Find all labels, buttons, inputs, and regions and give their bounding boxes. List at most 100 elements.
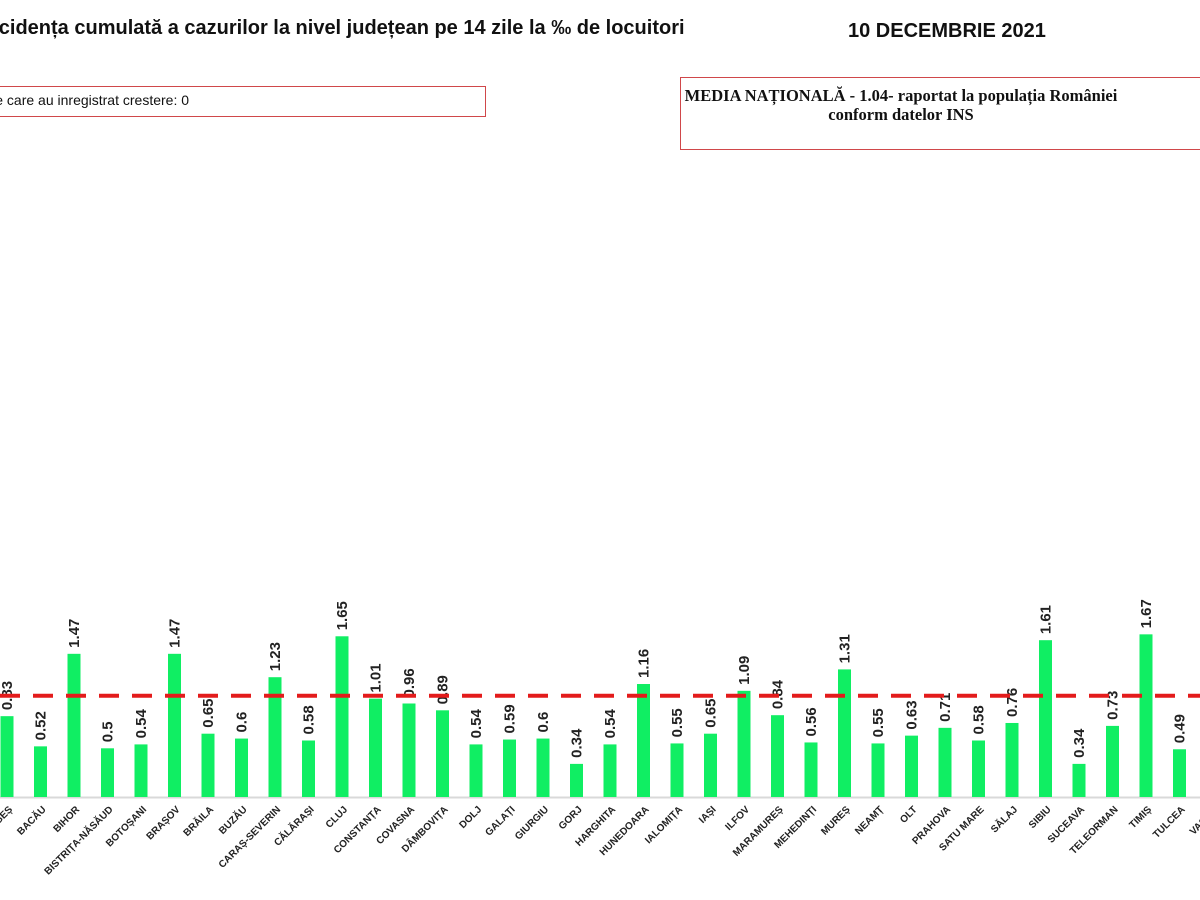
bar-23 (771, 715, 784, 797)
bar-21 (704, 733, 717, 797)
bar-17 (570, 763, 583, 797)
category-label-31: SIBIU (1027, 804, 1054, 831)
category-label-22: ILFOV (724, 804, 753, 833)
category-label-0: ARGEȘ (0, 804, 15, 837)
national-average-line2: conform datelor INS (828, 105, 974, 124)
category-label-36: VASLUI (1188, 804, 1200, 837)
bar-6 (201, 733, 215, 797)
data-label-33: 0.73 (1105, 691, 1122, 720)
data-label-3: 0.5 (100, 721, 117, 742)
category-label-15: GALAȚI (484, 804, 518, 838)
bar-30 (1005, 722, 1019, 797)
data-label-25: 1.31 (837, 634, 854, 663)
data-label-4: 0.54 (133, 709, 150, 739)
data-label-5: 1.47 (167, 619, 184, 648)
bar-8 (268, 677, 282, 797)
data-label-13: 0.89 (435, 675, 452, 704)
data-label-8: 1.23 (267, 642, 284, 671)
data-label-24: 0.56 (803, 707, 820, 736)
category-label-1: BACĂU (14, 803, 49, 838)
bar-4 (134, 744, 148, 797)
bar-9 (302, 740, 315, 797)
national-average-line1: MEDIA NAȚIONALĂ - 1.04- raportat la popu… (684, 86, 1118, 105)
data-label-31: 1.61 (1038, 605, 1055, 634)
data-label-7: 0.6 (234, 712, 251, 733)
data-label-10: 1.65 (334, 601, 351, 630)
bar-35 (1173, 749, 1186, 797)
data-label-12: 0.96 (401, 668, 418, 697)
category-label-16: GIURGIU (513, 804, 551, 842)
data-label-2: 1.47 (66, 619, 83, 648)
bar-34 (1139, 634, 1153, 797)
data-label-21: 0.65 (703, 698, 720, 727)
category-label-25: MUREȘ (819, 804, 853, 838)
bar-24 (804, 742, 818, 797)
data-label-14: 0.54 (468, 709, 485, 739)
bar-15 (503, 739, 516, 797)
category-label-7: BUZĂU (216, 803, 250, 837)
bar-29 (972, 740, 985, 797)
category-label-34: TIMIȘ (1127, 804, 1154, 831)
data-label-17: 0.34 (569, 728, 586, 758)
bar-12 (402, 703, 416, 797)
bar-33 (1106, 725, 1119, 797)
data-label-35: 0.49 (1172, 714, 1189, 743)
increase-count-box: Județe care au inregistrat crestere: 0 (0, 86, 486, 117)
bar-32 (1072, 763, 1086, 797)
category-label-26: NEAMȚ (853, 804, 886, 837)
bar-5 (168, 653, 181, 797)
category-label-14: DOLJ (457, 804, 484, 831)
data-label-30: 0.76 (1004, 688, 1021, 717)
data-label-34: 1.67 (1138, 599, 1155, 628)
data-label-22: 1.09 (736, 656, 753, 685)
data-label-28: 0.71 (937, 693, 954, 722)
bar-26 (871, 743, 885, 797)
category-label-30: SĂLAJ (988, 803, 1020, 835)
category-label-5: BRAȘOV (145, 804, 183, 842)
increase-count-text: Județe care au inregistrat crestere: 0 (0, 92, 190, 108)
category-label-8: CARAȘ-SEVERIN (217, 804, 283, 870)
data-label-19: 1.16 (636, 649, 653, 678)
national-average-box: MEDIA NAȚIONALĂ - 1.04- raportat la popu… (680, 77, 1200, 150)
bar-27 (905, 735, 918, 797)
bar-20 (670, 743, 684, 797)
bar-31 (1039, 640, 1052, 797)
data-label-15: 0.59 (502, 704, 519, 733)
data-label-18: 0.54 (602, 709, 619, 739)
bar-2 (67, 653, 81, 797)
data-label-29: 0.58 (971, 705, 988, 734)
data-label-11: 1.01 (368, 663, 385, 692)
bar-13 (436, 710, 449, 797)
bar-0 (0, 716, 14, 797)
data-label-9: 0.58 (301, 705, 318, 734)
category-label-27: OLT (898, 804, 919, 825)
data-label-16: 0.6 (535, 712, 552, 733)
bar-1 (34, 746, 47, 797)
category-label-10: CLUJ (324, 804, 350, 830)
bar-7 (235, 738, 248, 797)
bar-10 (335, 636, 349, 797)
category-label-35: TULCEA (1151, 804, 1187, 840)
chart-title: Incidența cumulată a cazurilor la nivel … (0, 17, 685, 39)
data-label-20: 0.55 (669, 708, 686, 737)
bar-11 (369, 698, 382, 797)
bar-28 (938, 727, 952, 797)
data-label-26: 0.55 (870, 708, 887, 737)
bar-18 (603, 744, 617, 797)
data-label-1: 0.52 (33, 711, 50, 740)
data-label-6: 0.65 (200, 698, 217, 727)
category-label-2: BIHOR (52, 804, 83, 835)
data-label-27: 0.63 (904, 700, 921, 729)
report-date: 10 DECEMBRIE 2021 (848, 20, 1046, 42)
bar-14 (469, 744, 483, 797)
bar-25 (838, 669, 851, 797)
category-label-17: GORJ (557, 804, 585, 832)
category-label-21: IAȘI (697, 804, 719, 826)
bar-3 (101, 748, 114, 797)
bar-16 (536, 738, 550, 797)
category-label-6: BRĂILA (180, 803, 216, 839)
data-label-32: 0.34 (1071, 728, 1088, 758)
bar-19 (637, 684, 650, 797)
bar-22 (737, 690, 751, 797)
